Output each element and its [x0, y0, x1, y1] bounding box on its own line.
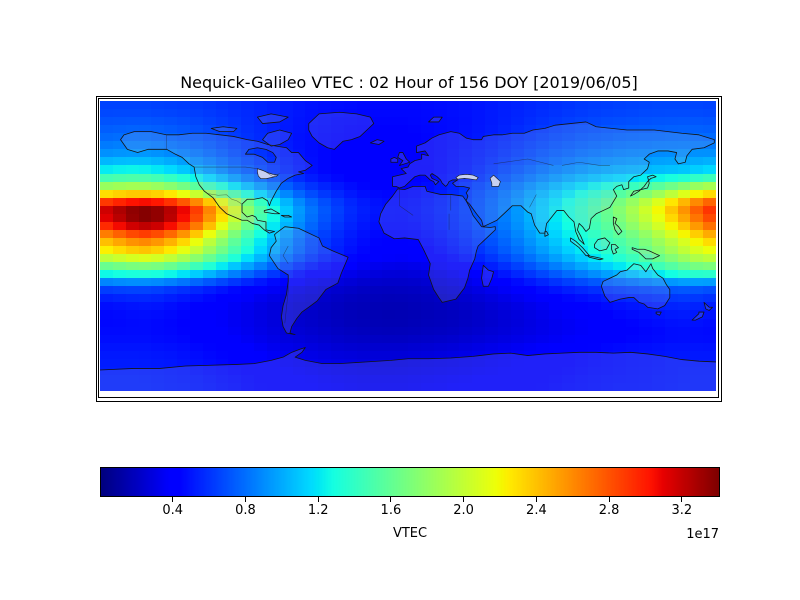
landmass-sri-lanka — [545, 232, 548, 237]
colorbar-tick-label: 1.2 — [307, 503, 329, 518]
colorbar-offset-label: 1e17 — [686, 527, 719, 542]
colorbar-tick-label: 0.4 — [162, 503, 184, 518]
colorbar-tick-label: 2.0 — [453, 503, 474, 518]
landmass-new-zealand-north — [704, 302, 713, 310]
vtec-heatmap-canvas — [100, 101, 716, 391]
colorbar-tick — [608, 497, 610, 502]
map-frame-outer — [96, 96, 722, 402]
landmass-madagascar — [482, 265, 494, 286]
landmass-africa — [379, 186, 495, 302]
landmass-ireland — [391, 157, 398, 162]
colorbar-tick — [463, 497, 465, 502]
border-india-pakistan-border — [529, 194, 536, 207]
colorbar-tick-label: 0.8 — [235, 503, 256, 518]
landmass-great-britain — [398, 153, 410, 166]
border-mongolia-border — [562, 162, 610, 165]
landmass-philippines — [613, 217, 622, 235]
landmass-greenland — [309, 112, 374, 149]
landmass-victoria-island — [211, 127, 237, 132]
landmass-borneo — [595, 238, 610, 251]
colorbar-tick-label: 2.8 — [598, 503, 620, 518]
border-peru-brazil-border — [283, 246, 288, 264]
border-us-mexico-border — [208, 194, 242, 204]
landmass-australia — [601, 264, 669, 309]
border-us-canada-border — [194, 167, 280, 177]
landmass-cuba — [264, 209, 279, 214]
colorbar — [100, 467, 720, 497]
landmass-sulawesi — [612, 244, 619, 254]
colorbar-tick — [245, 497, 246, 502]
colorbar-gradient-canvas — [101, 468, 719, 496]
lake-caspian-sea — [490, 175, 500, 186]
colorbar-tick-label: 3.2 — [671, 503, 693, 518]
landmass-hispaniola — [281, 215, 291, 217]
border-russia-kazakhstan-border — [494, 159, 554, 165]
map-frame-inner — [98, 98, 719, 398]
colorbar-tick-label: 2.4 — [526, 503, 547, 518]
landmass-japan — [630, 175, 656, 196]
colorbar-tick — [172, 497, 174, 502]
colorbar-tick — [390, 497, 392, 502]
world-coastlines-svg — [100, 101, 716, 391]
colorbar-axis-label: VTEC — [392, 526, 428, 541]
landmass-ellesmere-island — [257, 114, 288, 124]
landmass-eurasia — [393, 122, 715, 244]
lake-black-sea — [456, 174, 478, 180]
landmass-antarctica — [100, 348, 716, 391]
landmass-tasmania — [656, 312, 661, 315]
landmass-south-america — [269, 227, 348, 335]
border-chile-argentina-border — [285, 275, 288, 323]
landmass-svalbard — [429, 117, 443, 122]
landmass-baffin-island — [263, 130, 292, 146]
landmass-java — [588, 256, 603, 260]
landmass-north-america — [121, 132, 313, 234]
landmass-iceland — [370, 140, 384, 145]
border-algeria-mali-border — [399, 190, 413, 216]
colorbar-tick-label: 1.6 — [380, 503, 402, 518]
colorbar-tick — [317, 497, 319, 502]
plot-title: Nequick-Galileo VTEC : 02 Hour of 156 DO… — [180, 73, 638, 92]
colorbar-tick — [681, 497, 683, 502]
colorbar-tick — [535, 497, 537, 502]
landmass-new-zealand-south — [692, 312, 704, 320]
landmass-new-guinea — [632, 248, 659, 259]
